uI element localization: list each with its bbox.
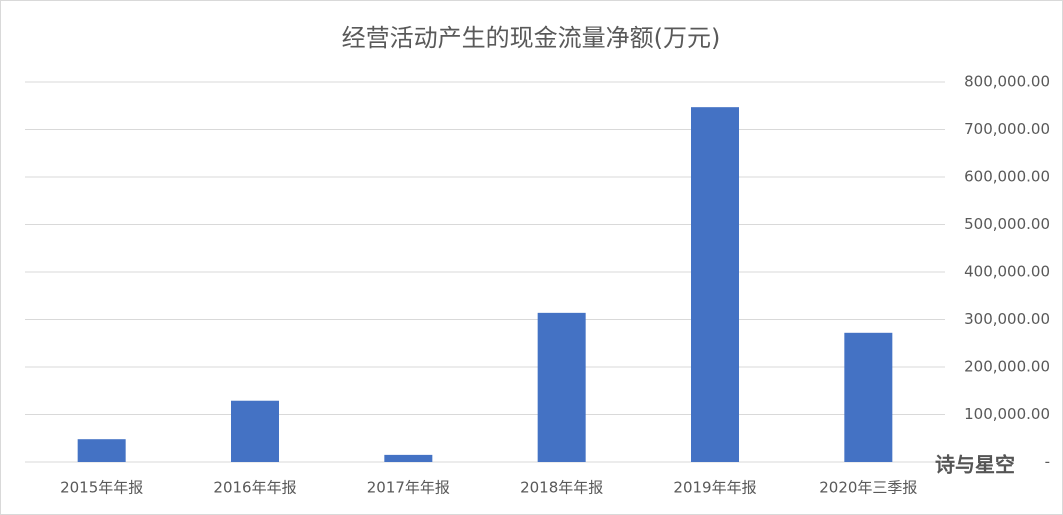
y-tick-label: 600,000.00 [964,168,1050,186]
y-tick-label: 100,000.00 [964,405,1050,423]
x-tick-label: 2018年年报 [520,479,603,497]
x-tick-label: 2017年年报 [367,479,450,497]
y-tick-label: 400,000.00 [964,263,1050,281]
watermark: 诗与星空 [935,453,1015,477]
bar [77,439,126,462]
y-tick-label: 800,000.00 [964,73,1050,91]
x-tick-label: 2019年年报 [673,479,756,497]
x-tick-label: 2016年年报 [213,479,296,497]
bar [691,107,739,463]
y-tick-label: 200,000.00 [964,358,1050,376]
bar [537,312,586,462]
bar [384,454,433,462]
y-tick-label: 700,000.00 [964,120,1050,138]
chart-title: 经营活动产生的现金流量净额(万元) [342,24,721,52]
bar [231,400,279,462]
y-tick-label: 500,000.00 [964,215,1050,233]
y-tick-label: 300,000.00 [964,310,1050,328]
y-tick-label: - [1045,453,1050,471]
x-tick-label: 2015年年报 [60,479,143,497]
bar [844,332,893,462]
x-tick-label: 2020年三季报 [819,479,917,497]
